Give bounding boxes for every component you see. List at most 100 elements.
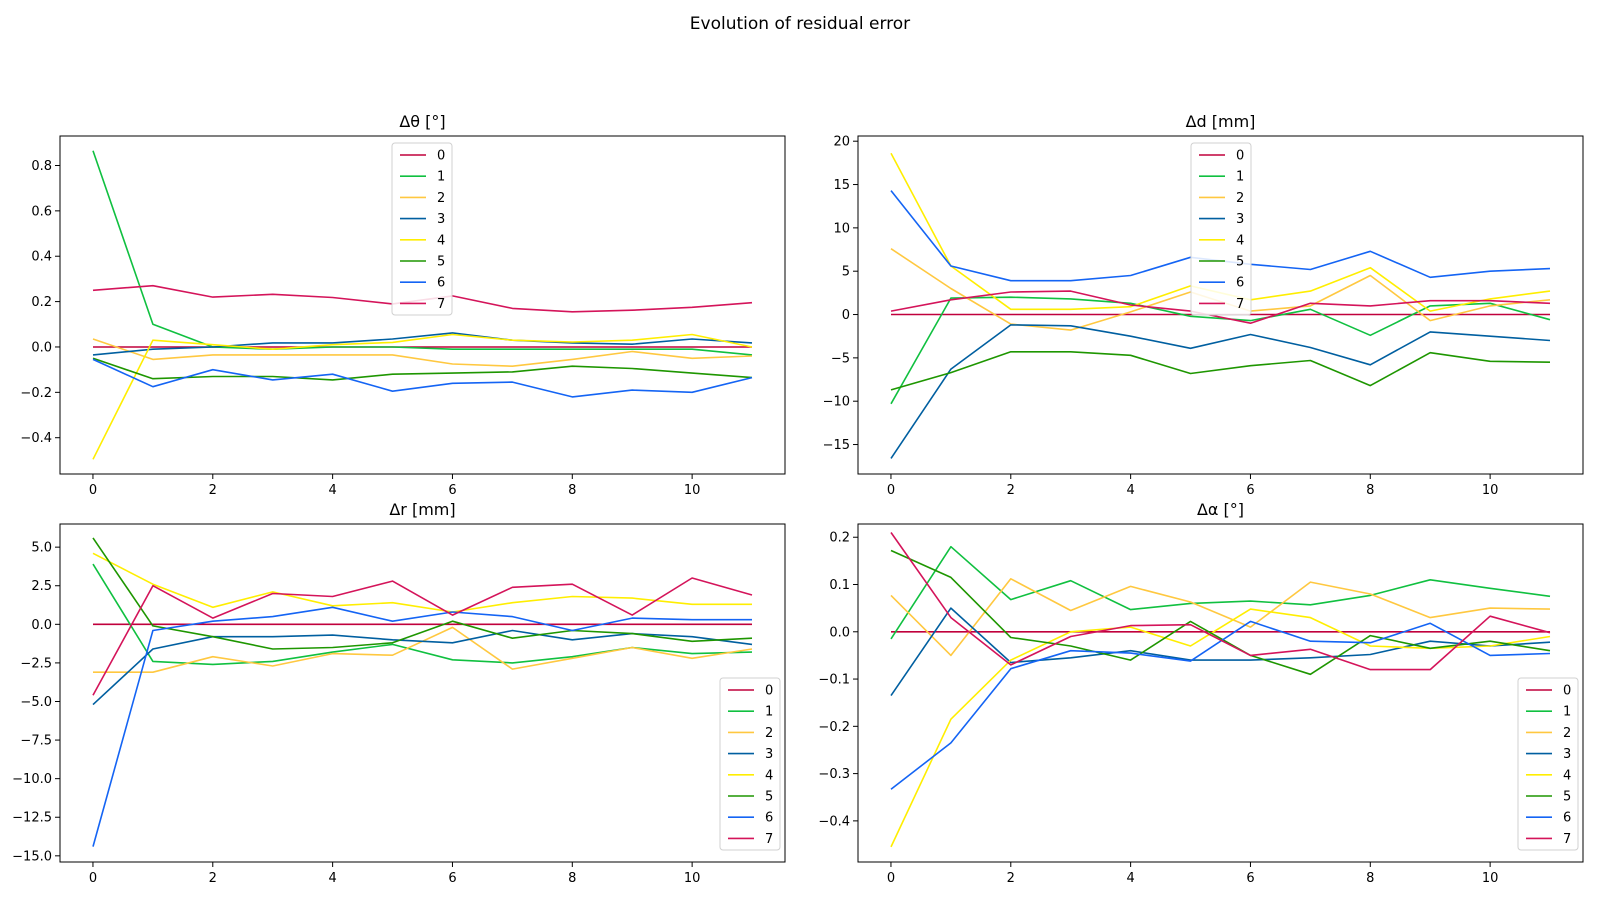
y-tick-label: 5.0 — [31, 541, 52, 556]
legend-label-1: 1 — [437, 170, 445, 185]
series-line-1 — [890, 545, 1551, 640]
x-tick-label: 2 — [209, 483, 217, 498]
series-line-5 — [890, 350, 1551, 391]
panel-title: Δr [mm] — [389, 500, 455, 519]
legend-label-1: 1 — [765, 705, 773, 720]
x-tick-label: 10 — [1482, 871, 1499, 886]
x-tick-label: 8 — [568, 871, 576, 886]
legend-label-3: 3 — [765, 747, 773, 762]
legend-label-7: 7 — [765, 832, 773, 847]
legend-label-6: 6 — [1236, 276, 1244, 291]
series-line-7 — [92, 577, 753, 696]
y-tick-label: −10.0 — [12, 772, 52, 787]
legend-label-3: 3 — [1563, 747, 1571, 762]
x-tick-label: 6 — [448, 871, 456, 886]
series-line-5 — [92, 357, 753, 381]
legend-label-6: 6 — [1563, 811, 1571, 826]
legend-label-7: 7 — [437, 297, 445, 312]
legend-label-3: 3 — [1236, 212, 1244, 227]
plot-frame — [59, 135, 786, 475]
chart-panel-1: Δθ [°] 0 2 4 6 8 10 −0.4 −0.2 0.0 0.2 0.4 0.6 0.8 0 1 2 3… — [20, 112, 786, 498]
y-tick-label: 20 — [833, 135, 850, 150]
legend-label-0: 0 — [1563, 684, 1571, 699]
legend-label-1: 1 — [1563, 705, 1571, 720]
y-tick-label: −15.0 — [12, 849, 52, 864]
legend-label-4: 4 — [1236, 233, 1244, 248]
series-line-1 — [92, 563, 753, 666]
series-line-4 — [890, 608, 1551, 848]
x-tick-label: 2 — [1007, 483, 1015, 498]
series-line-2 — [92, 338, 753, 368]
x-tick-label: 10 — [684, 483, 701, 498]
plot-frame — [857, 523, 1584, 863]
series-line-1 — [890, 296, 1551, 405]
y-tick-label: −0.2 — [818, 720, 850, 735]
x-tick-label: 8 — [568, 483, 576, 498]
legend-label-0: 0 — [437, 149, 445, 164]
series-line-6 — [92, 606, 752, 847]
legend: 0 1 2 3 4 5 6 7 — [719, 677, 781, 851]
x-tick-label: 4 — [328, 871, 336, 886]
legend-label-6: 6 — [437, 276, 445, 291]
plot-frame — [857, 135, 1584, 475]
x-tick-label: 4 — [328, 483, 336, 498]
x-tick-label: 8 — [1366, 483, 1374, 498]
y-tick-label: 0.6 — [31, 204, 52, 219]
legend-label-5: 5 — [437, 255, 445, 270]
series-line-3 — [92, 629, 753, 706]
legend-box — [391, 142, 453, 316]
y-tick-label: −15 — [823, 438, 850, 453]
legend-box — [1190, 142, 1252, 316]
series-line-7 — [890, 290, 1551, 325]
series-line-5 — [890, 549, 1551, 676]
y-tick-label: 0.0 — [829, 625, 850, 640]
legend-label-2: 2 — [765, 726, 773, 741]
y-tick-label: −5 — [831, 351, 850, 366]
legend: 0 1 2 3 4 5 6 7 — [1190, 142, 1252, 316]
y-tick-label: −7.5 — [20, 734, 52, 749]
x-tick-label: 10 — [684, 871, 701, 886]
y-tick-label: 0.2 — [829, 531, 850, 546]
x-tick-label: 0 — [89, 871, 97, 886]
y-tick-label: 2.5 — [31, 579, 52, 594]
series-group — [92, 537, 753, 847]
x-tick-label: 6 — [448, 483, 456, 498]
y-tick-label: −0.3 — [818, 767, 850, 782]
legend-label-4: 4 — [437, 233, 445, 248]
series-line-6 — [92, 358, 753, 398]
x-tick-label: 0 — [887, 483, 895, 498]
legend-label-4: 4 — [765, 768, 773, 783]
y-tick-label: −0.4 — [818, 814, 850, 829]
panel-title: Δα [°] — [1197, 500, 1244, 519]
series-line-5 — [92, 537, 753, 650]
series-line-6 — [890, 620, 1551, 790]
legend-label-0: 0 — [765, 684, 773, 699]
x-tick-label: 2 — [1007, 871, 1015, 886]
legend-label-5: 5 — [1236, 255, 1244, 270]
legend-label-6: 6 — [765, 811, 773, 826]
series-line-3 — [890, 324, 1551, 459]
legend-label-5: 5 — [1563, 790, 1571, 805]
legend-box — [719, 677, 781, 851]
panel-title: Δθ [°] — [399, 112, 445, 131]
y-tick-label: −0.4 — [20, 431, 52, 446]
x-tick-label: 2 — [209, 871, 217, 886]
x-tick-label: 4 — [1126, 483, 1134, 498]
y-tick-label: 0.0 — [31, 340, 52, 355]
series-line-2 — [890, 577, 1551, 657]
legend-label-7: 7 — [1563, 832, 1571, 847]
y-tick-label: −2.5 — [20, 656, 52, 671]
legend-box — [1517, 677, 1579, 851]
x-tick-label: 6 — [1246, 483, 1254, 498]
series-line-3 — [890, 607, 1551, 697]
series-line-4 — [92, 333, 753, 460]
y-tick-label: 5 — [842, 265, 850, 280]
x-tick-label: 0 — [89, 483, 97, 498]
y-tick-label: −5.0 — [20, 695, 52, 710]
y-tick-label: −0.2 — [20, 386, 52, 401]
series-line-3 — [92, 332, 753, 356]
y-tick-label: 0.0 — [31, 618, 52, 633]
legend-label-2: 2 — [437, 191, 445, 206]
legend-label-7: 7 — [1236, 297, 1244, 312]
